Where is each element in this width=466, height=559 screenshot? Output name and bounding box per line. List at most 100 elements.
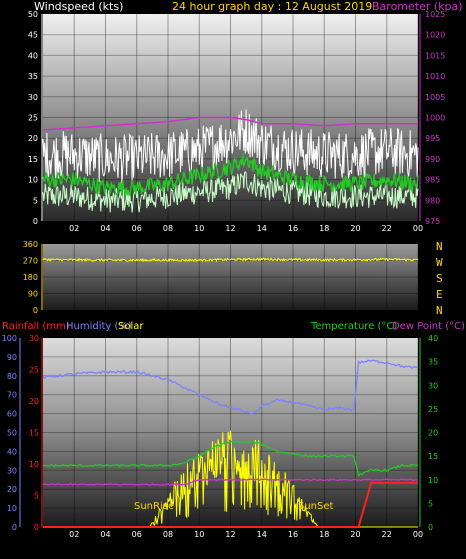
wind-x-tick-08: 08 <box>163 224 173 233</box>
baro-y-tick-985: 985 <box>425 176 440 185</box>
wind-direction-line <box>42 257 419 263</box>
wind-y-tick-30: 30 <box>28 93 38 102</box>
temp-x-tick-02: 02 <box>69 530 79 539</box>
baro-y-tick-1025: 1025 <box>425 10 445 19</box>
windspeed-gust-line <box>42 109 419 184</box>
baro-y-tick-1005: 1005 <box>425 93 445 102</box>
humidity-y-tick-60: 60 <box>7 410 17 419</box>
tick-labels: 0510152025303540455097598098599099510001… <box>2 10 446 539</box>
temp-x-tick-14: 14 <box>257 530 267 539</box>
temperature-label: Temperature (°C) <box>311 321 398 332</box>
rain-y-tick-25: 25 <box>29 366 39 375</box>
humidity-y-tick-80: 80 <box>7 372 17 381</box>
baro-y-tick-990: 990 <box>425 155 440 164</box>
wind-x-tick-14: 14 <box>257 224 267 233</box>
wind-x-tick-10: 10 <box>194 224 204 233</box>
baro-y-tick-1015: 1015 <box>425 51 445 60</box>
humidity-y-tick-90: 90 <box>7 353 17 362</box>
dir-y-tick-360: 360 <box>23 240 38 249</box>
dewpoint-line <box>42 478 418 486</box>
grid-lines <box>43 14 419 527</box>
temp-x-tick-20: 20 <box>350 530 360 539</box>
temp-x-tick-00: 00 <box>413 530 423 539</box>
rain-y-tick-15: 15 <box>29 429 39 438</box>
temp-x-tick-18: 18 <box>319 530 329 539</box>
rainfall-line <box>43 481 418 528</box>
rain-y-tick-20: 20 <box>29 397 39 406</box>
baro-y-tick-975: 975 <box>425 217 440 226</box>
wind-y-tick-10: 10 <box>28 176 38 185</box>
series-lines <box>42 109 419 528</box>
dewpoint-label: Dew Point (°C) <box>392 321 466 332</box>
temp-x-tick-06: 06 <box>132 530 142 539</box>
sunrise-label: SunRise <box>134 501 175 512</box>
temp-x-tick-08: 08 <box>163 530 173 539</box>
sunset-label: SunSet <box>298 501 334 512</box>
wind-y-tick-25: 25 <box>28 114 38 123</box>
baro-y-tick-1010: 1010 <box>425 72 445 81</box>
temp-x-tick-10: 10 <box>194 530 204 539</box>
wind-x-tick-00: 00 <box>413 224 423 233</box>
compass-n-bottom: N <box>436 304 443 317</box>
temp-x-tick-16: 16 <box>288 530 298 539</box>
humidity-y-tick-10: 10 <box>7 504 17 513</box>
temp-y-tick-25: 25 <box>428 405 438 414</box>
wind-y-tick-45: 45 <box>28 31 38 40</box>
rain-y-tick-0: 0 <box>34 523 39 532</box>
axes <box>19 14 421 527</box>
wind-y-tick-40: 40 <box>28 51 38 60</box>
compass-w: W <box>436 256 443 269</box>
graph-date-title: 24 hour graph day : 12 August 2019 <box>172 0 373 13</box>
solar-label: Solar <box>118 321 144 332</box>
temp-y-tick-20: 20 <box>428 429 438 438</box>
baro-y-tick-980: 980 <box>425 196 440 205</box>
temperature-line <box>42 440 419 478</box>
baro-y-tick-1000: 1000 <box>425 114 445 123</box>
wind-y-tick-20: 20 <box>28 134 38 143</box>
temp-y-tick-0: 0 <box>428 523 433 532</box>
wind-y-tick-0: 0 <box>33 217 38 226</box>
wind-x-tick-22: 22 <box>382 224 392 233</box>
humidity-y-tick-50: 50 <box>7 429 17 438</box>
dir-y-tick-90: 90 <box>28 290 38 299</box>
temp-y-tick-5: 5 <box>428 499 433 508</box>
humidity-y-tick-70: 70 <box>7 391 17 400</box>
direction-plot-area <box>43 244 418 310</box>
rainfall-label: Rainfall (mm) <box>2 321 70 332</box>
wind-x-tick-20: 20 <box>350 224 360 233</box>
plot-backgrounds <box>43 14 418 527</box>
rain-y-tick-10: 10 <box>29 460 39 469</box>
wind-x-tick-06: 06 <box>132 224 142 233</box>
wind-x-tick-04: 04 <box>100 224 110 233</box>
temp-y-tick-40: 40 <box>428 334 438 343</box>
wind-y-tick-50: 50 <box>28 10 38 19</box>
temp-y-tick-10: 10 <box>428 476 438 485</box>
temp-x-tick-04: 04 <box>100 530 110 539</box>
dir-y-tick-270: 270 <box>23 257 38 266</box>
windspeed-avg-line <box>42 153 419 197</box>
wind-y-tick-15: 15 <box>28 155 38 164</box>
windspeed-low-line <box>42 171 419 213</box>
humidity-label: Humidity (%) <box>66 321 132 332</box>
baro-y-tick-995: 995 <box>425 134 440 143</box>
compass-s: S <box>436 272 443 285</box>
temp-y-tick-30: 30 <box>428 381 438 390</box>
wind-x-tick-18: 18 <box>319 224 329 233</box>
barometer-title: Barometer (kpa) <box>372 0 463 13</box>
compass-e: E <box>436 288 443 301</box>
temp-y-tick-15: 15 <box>428 452 438 461</box>
dir-y-tick-180: 180 <box>23 273 38 282</box>
rain-y-tick-5: 5 <box>34 492 39 501</box>
dir-y-tick-0: 0 <box>33 306 38 315</box>
humidity-y-tick-40: 40 <box>7 447 17 456</box>
humidity-y-tick-30: 30 <box>7 466 17 475</box>
rain-y-tick-30: 30 <box>29 334 39 343</box>
wind-x-tick-02: 02 <box>69 224 79 233</box>
temp-y-tick-35: 35 <box>428 358 438 367</box>
windspeed-title: Windspeed (kts) <box>34 0 124 13</box>
humidity-y-tick-0: 0 <box>12 523 17 532</box>
temp-x-tick-12: 12 <box>225 530 235 539</box>
compass-n-top: N <box>436 240 443 253</box>
